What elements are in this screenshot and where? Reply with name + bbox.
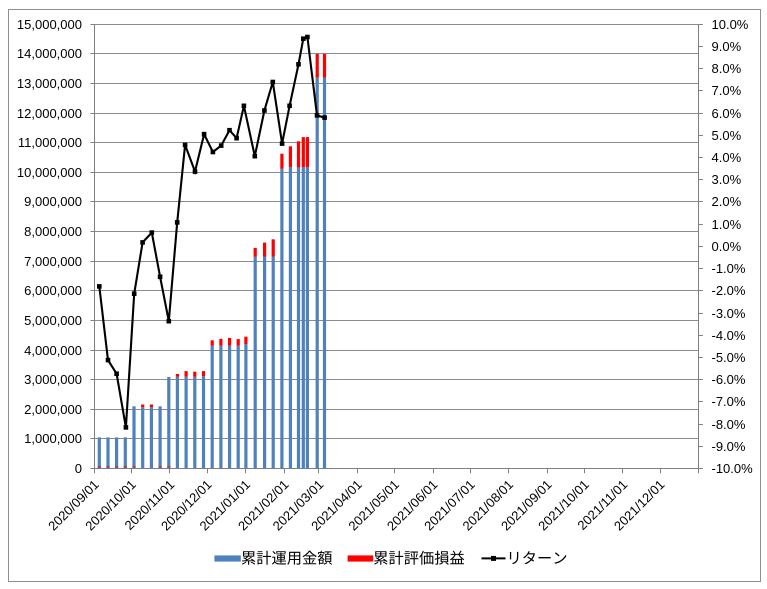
- svg-text:9,000,000: 9,000,000: [24, 194, 82, 209]
- svg-text:-8.0%: -8.0%: [712, 417, 746, 432]
- svg-text:14,000,000: 14,000,000: [17, 46, 82, 61]
- svg-text:12,000,000: 12,000,000: [17, 106, 82, 121]
- svg-text:2.0%: 2.0%: [712, 194, 742, 209]
- svg-text:0: 0: [75, 461, 82, 476]
- svg-text:-5.0%: -5.0%: [712, 350, 746, 365]
- svg-text:8,000,000: 8,000,000: [24, 224, 82, 239]
- svg-text:1,000,000: 1,000,000: [24, 431, 82, 446]
- svg-text:10.0%: 10.0%: [712, 17, 749, 32]
- svg-text:-1.0%: -1.0%: [712, 261, 746, 276]
- svg-text:6.0%: 6.0%: [712, 106, 742, 121]
- svg-text:5.0%: 5.0%: [712, 128, 742, 143]
- svg-text:-2.0%: -2.0%: [712, 283, 746, 298]
- svg-text:10,000,000: 10,000,000: [17, 165, 82, 180]
- svg-text:8.0%: 8.0%: [712, 61, 742, 76]
- svg-text:3.0%: 3.0%: [712, 172, 742, 187]
- svg-text:6,000,000: 6,000,000: [24, 283, 82, 298]
- svg-text:7,000,000: 7,000,000: [24, 254, 82, 269]
- svg-text:4.0%: 4.0%: [712, 150, 742, 165]
- svg-text:-9.0%: -9.0%: [712, 439, 746, 454]
- svg-text:0.0%: 0.0%: [712, 239, 742, 254]
- svg-text:11,000,000: 11,000,000: [18, 135, 82, 150]
- svg-text:-4.0%: -4.0%: [712, 328, 746, 343]
- svg-text:-7.0%: -7.0%: [712, 394, 746, 409]
- svg-text:5,000,000: 5,000,000: [24, 313, 82, 328]
- svg-text:-6.0%: -6.0%: [712, 372, 746, 387]
- svg-text:-10.0%: -10.0%: [712, 461, 754, 476]
- svg-text:3,000,000: 3,000,000: [24, 372, 82, 387]
- svg-text:7.0%: 7.0%: [712, 83, 742, 98]
- svg-text:1.0%: 1.0%: [712, 217, 742, 232]
- svg-text:2,000,000: 2,000,000: [24, 402, 82, 417]
- svg-text:-3.0%: -3.0%: [712, 306, 746, 321]
- svg-text:13,000,000: 13,000,000: [17, 76, 82, 91]
- svg-text:4,000,000: 4,000,000: [24, 343, 82, 358]
- svg-text:9.0%: 9.0%: [712, 39, 742, 54]
- svg-text:15,000,000: 15,000,000: [17, 17, 82, 32]
